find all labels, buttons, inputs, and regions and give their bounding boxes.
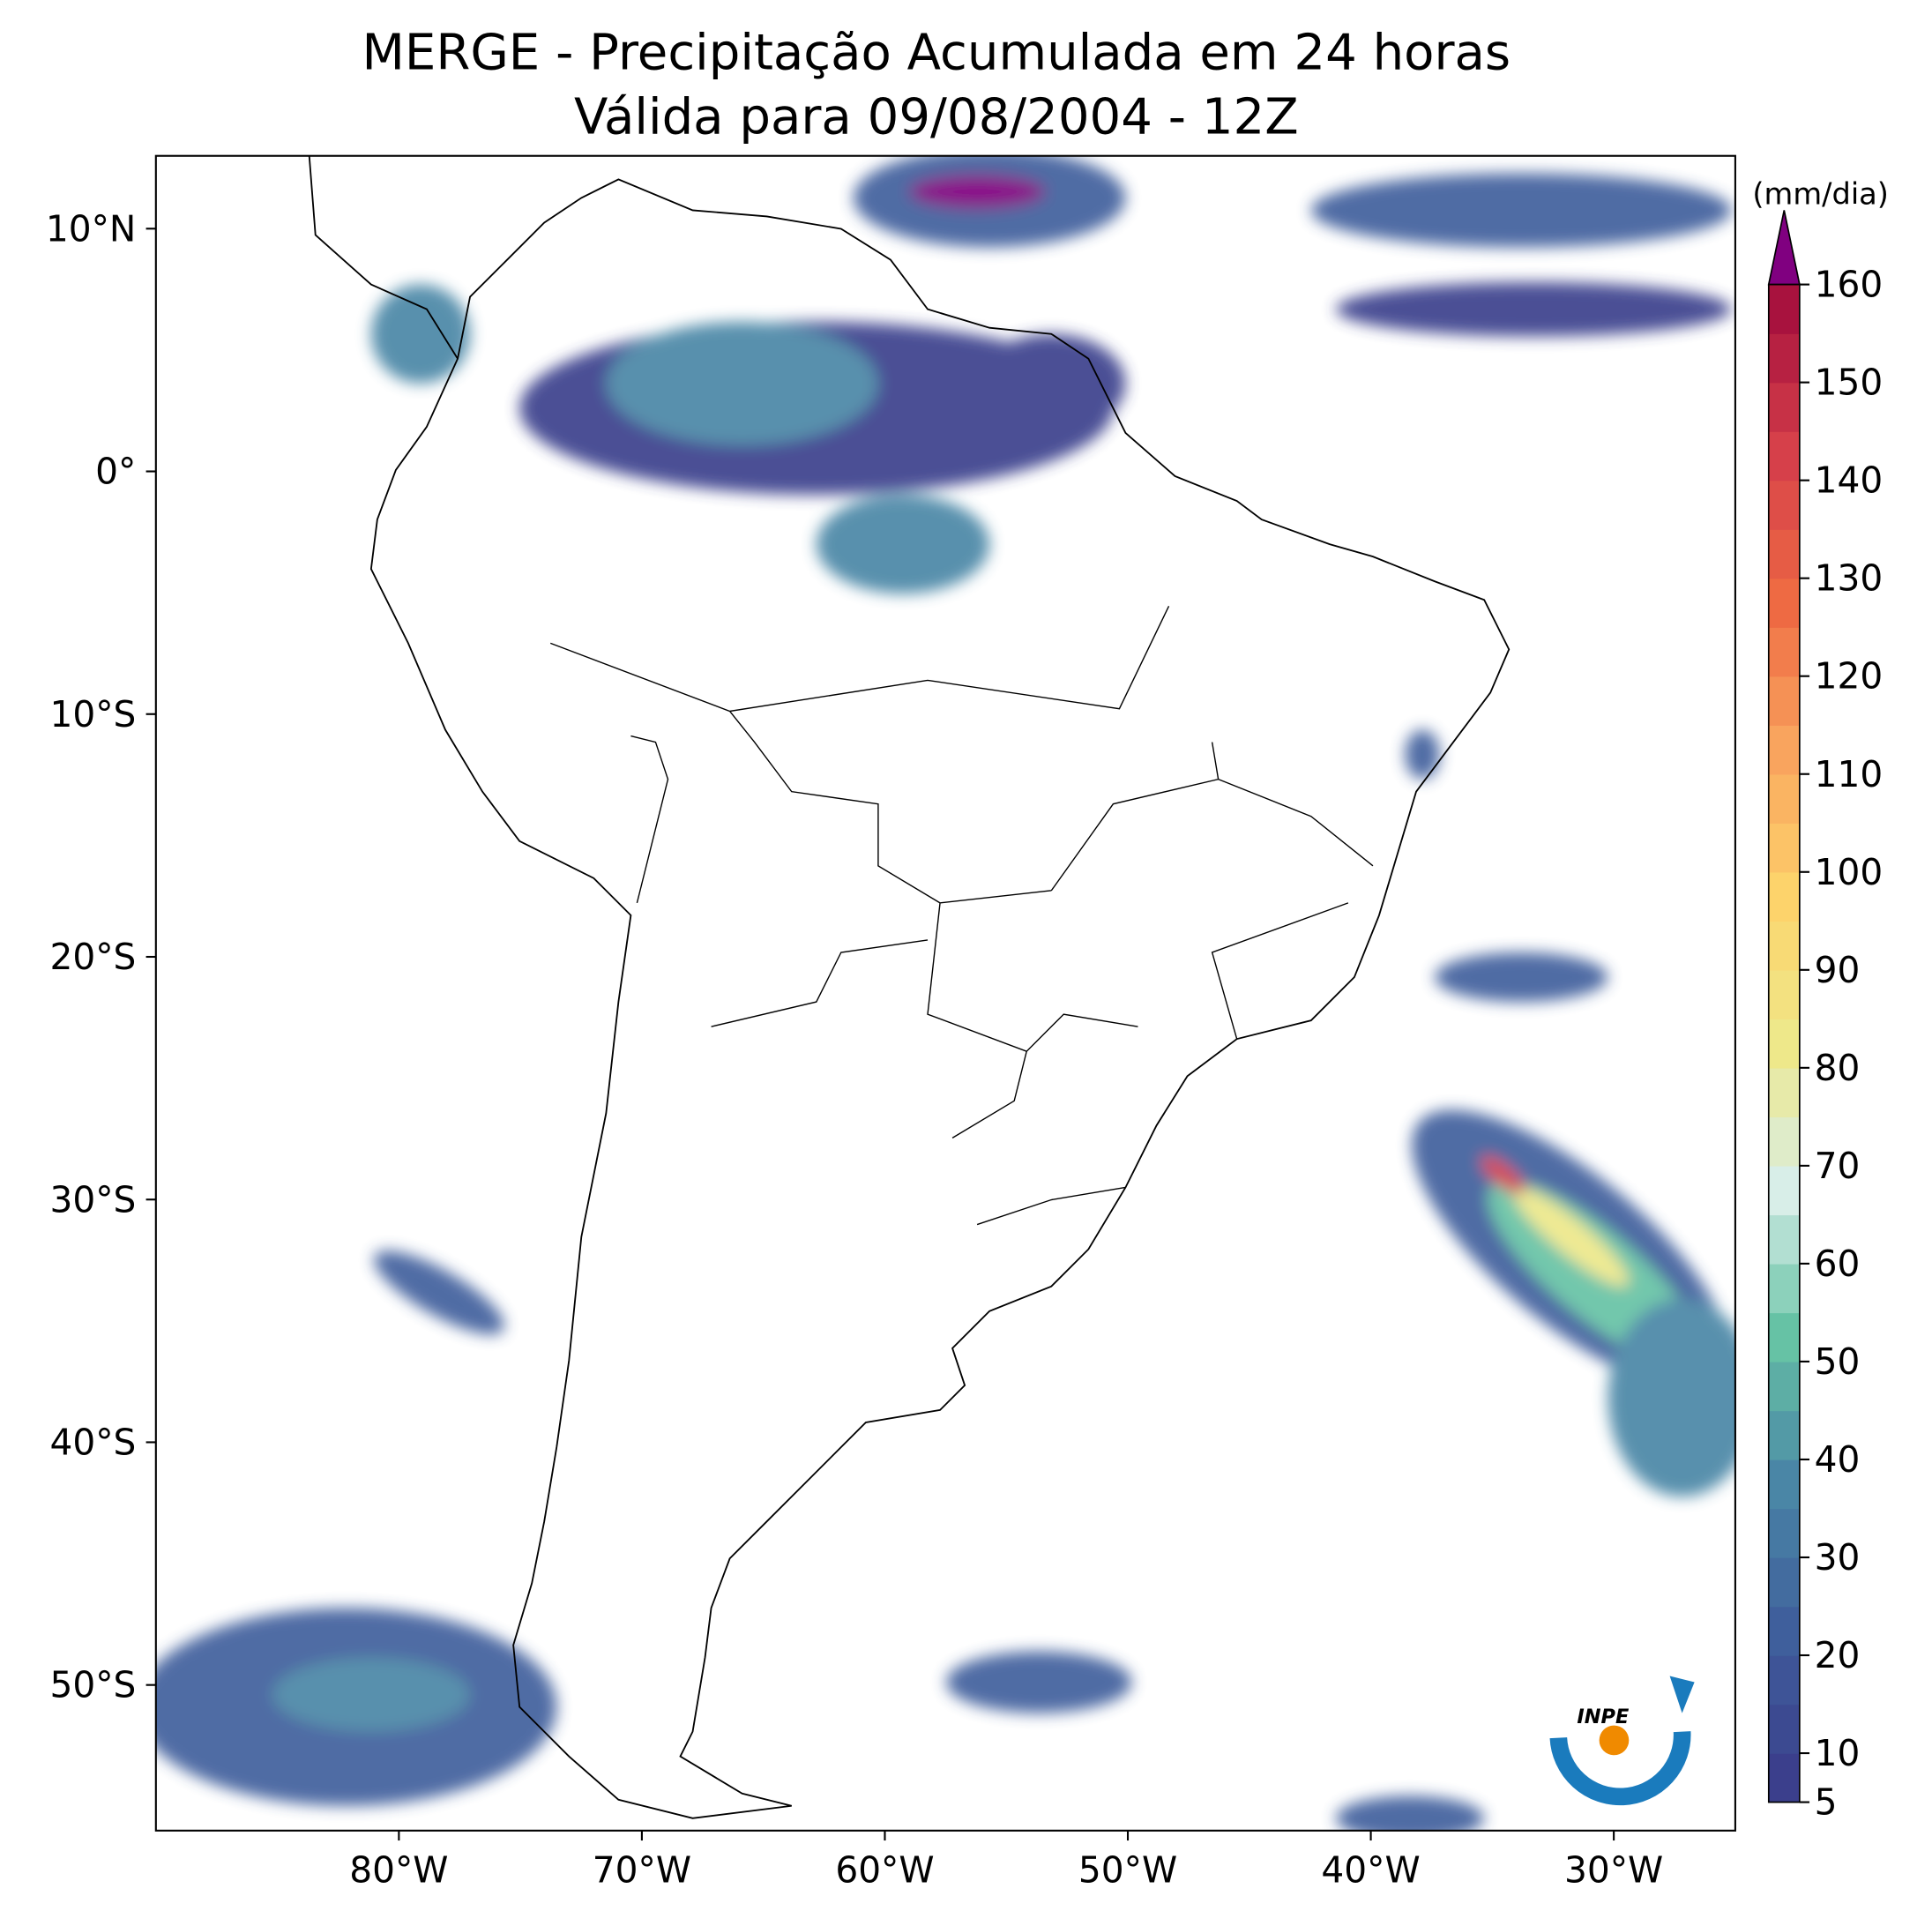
precip-area — [977, 333, 1126, 433]
colorbar-band — [1768, 773, 1800, 824]
colorbar-band — [1768, 1655, 1800, 1706]
colorbar-band — [1768, 1116, 1800, 1167]
map-frame — [154, 154, 1736, 1832]
colorbar-tick-label: 20 — [1815, 1634, 1861, 1676]
logo-swoosh — [1549, 1731, 1691, 1806]
y-tick-label: 10°S — [49, 693, 136, 735]
colorbar-band — [1768, 1459, 1800, 1510]
coastline — [308, 155, 459, 360]
colorbar-tick-label: 10 — [1815, 1732, 1861, 1774]
colorbar-band — [1768, 1556, 1800, 1608]
y-tick-label: 30°S — [49, 1178, 136, 1221]
precip-area — [370, 284, 471, 384]
y-tick-label: 20°S — [49, 936, 136, 978]
colorbar-frame — [1767, 283, 1801, 1803]
colorbar-tick-label: 80 — [1815, 1047, 1861, 1089]
colorbar-band — [1768, 578, 1800, 628]
colorbar-label: (mm/dia) — [1752, 176, 1889, 211]
y-tick-label: 0° — [95, 451, 136, 493]
colorbar-tick-label: 50 — [1815, 1340, 1861, 1383]
x-tick-label: 70°W — [593, 1849, 691, 1892]
precip-area — [1608, 1298, 1735, 1497]
logo-arrow — [1669, 1676, 1695, 1713]
colorbar-tick-label: 130 — [1815, 557, 1884, 600]
logo-text: INPE — [1577, 1706, 1630, 1728]
precip-area — [816, 495, 990, 594]
colorbar-tick-label: 60 — [1815, 1243, 1861, 1285]
colorbar-band — [1768, 284, 1800, 334]
colorbar-band — [1768, 1312, 1800, 1362]
colorbar-band — [1768, 823, 1800, 873]
precip-area — [946, 1651, 1132, 1713]
colorbar-band — [1768, 1361, 1800, 1412]
colorbar-band — [1768, 725, 1800, 775]
colorbar-tick-label: 120 — [1815, 655, 1884, 698]
precip-area — [1310, 173, 1732, 248]
colorbar-tick-label: 160 — [1815, 264, 1884, 306]
y-tick-label: 10°N — [46, 207, 136, 250]
precip-area — [908, 174, 1046, 210]
colorbar-band — [1768, 969, 1800, 1020]
colorbar-band — [1768, 676, 1800, 726]
colorbar-tick-label: 5 — [1815, 1781, 1838, 1824]
colorbar-tick-label: 90 — [1815, 949, 1861, 991]
colorbar-band — [1768, 1019, 1800, 1069]
chart-title: MERGE - Precipitação Acumulada em 24 hor… — [362, 25, 1511, 82]
border — [549, 605, 1374, 1226]
coastline — [369, 178, 1511, 1819]
colorbar-tick-label: 110 — [1815, 753, 1884, 795]
logo-dot — [1599, 1725, 1630, 1756]
y-tick-label: 40°S — [49, 1421, 136, 1463]
colorbar-tick-label: 150 — [1815, 362, 1884, 404]
colorbar-band — [1768, 480, 1800, 530]
x-tick-label: 40°W — [1321, 1849, 1420, 1892]
y-tick-label: 50°S — [49, 1664, 136, 1706]
colorbar-band — [1768, 627, 1800, 677]
colorbar-band — [1768, 333, 1800, 384]
x-tick-label: 60°W — [835, 1849, 934, 1892]
colorbar-band — [1768, 1508, 1800, 1558]
precip-area — [606, 321, 878, 445]
precip-area — [1335, 1795, 1485, 1831]
colorbar-tick-label: 100 — [1815, 851, 1884, 893]
precip-area — [272, 1657, 471, 1732]
logo: INPE — [1549, 1676, 1695, 1806]
colorbar-tick-label: 40 — [1815, 1438, 1861, 1481]
precipitation-field — [155, 155, 1735, 1831]
colorbar-band — [1768, 382, 1800, 432]
colorbar-band — [1768, 1753, 1800, 1803]
x-tick-label: 30°W — [1564, 1849, 1663, 1892]
colorbar-band — [1768, 529, 1800, 579]
colorbar-tick-label: 70 — [1815, 1145, 1861, 1187]
precip-area — [1405, 729, 1440, 780]
colorbar-band — [1768, 1214, 1800, 1265]
colorbar-extend — [1767, 210, 1801, 286]
precip-area — [374, 1250, 504, 1335]
colorbar-band — [1768, 1410, 1800, 1460]
colorbar-tick-label: 30 — [1815, 1536, 1861, 1579]
colorbar-band — [1768, 871, 1800, 922]
colorbar-band — [1768, 1704, 1800, 1754]
chart-subtitle: Válida para 09/08/2004 - 12Z — [574, 88, 1299, 146]
colorbar-band — [1768, 1067, 1800, 1118]
colorbar-band — [1768, 431, 1800, 481]
colorbar-band — [1768, 921, 1800, 971]
colorbar-band — [1768, 1606, 1800, 1656]
precip-area — [1335, 281, 1732, 337]
x-tick-label: 50°W — [1078, 1849, 1177, 1892]
colorbar-tick-label: 140 — [1815, 459, 1884, 502]
x-tick-label: 80°W — [349, 1849, 448, 1892]
colorbar-band — [1768, 1165, 1800, 1216]
precip-area — [1435, 952, 1608, 1003]
colorbar-band — [1768, 1263, 1800, 1314]
precip-area — [1512, 1187, 1630, 1287]
precip-area — [1481, 1155, 1525, 1195]
